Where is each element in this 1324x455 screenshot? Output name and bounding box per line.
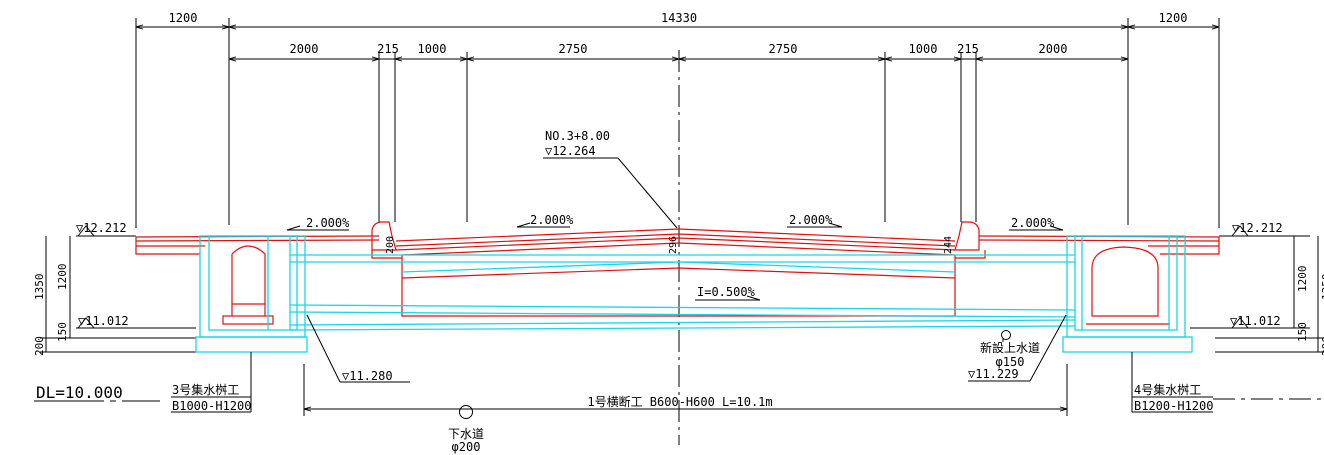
vdim-right-slab: 150 [1296,322,1309,342]
dim-overall: 14330 [661,11,697,25]
vdim-left-base: 200 [33,336,46,356]
vdim-left-slab: 150 [56,322,69,342]
vdim-left-total: 1350 [33,274,46,301]
vdim-left-height: 1200 [56,264,69,291]
thickness-left: 200 [385,236,396,254]
dim-seg-1: 2000 [290,42,319,56]
slope-right-carriageway: 2.000% [789,213,833,227]
basin-right-size: B1200-H1200 [1134,399,1213,413]
elev-waterline: ▽11.229 [968,367,1019,381]
thickness-center: 296 [668,236,679,254]
station-leader [543,157,678,229]
station-elevation: ▽12.264 [545,144,596,158]
culvert-label: 1号横断工 B600-H600 L=10.1m [587,394,772,409]
slope-left-sidewalk: 2.000% [306,216,350,230]
basin-left-name: 3号集水桝工 [172,382,239,397]
culvert-dimension [303,314,1068,416]
thickness-right: 244 [943,236,954,254]
dim-seg-2: 215 [377,42,399,56]
vdim-right-total: 1350 [1320,274,1324,301]
basin-left-size: B1000-H1200 [172,399,251,413]
datum-label: DL=10.000 [36,383,123,402]
dim-seg-3: 1000 [418,42,447,56]
dim-seg-5: 2750 [769,42,798,56]
basin-right-name: 4号集水桝工 [1134,382,1201,397]
dim-seg-8: 2000 [1039,42,1068,56]
vdim-right-height: 1200 [1296,266,1309,293]
top-dimension-lines [135,18,1220,228]
dim-seg-7: 215 [957,42,979,56]
vdim-right-base: 200 [1320,336,1324,356]
culvert-slope: I=0.500% [697,285,756,299]
dim-left-outer: 1200 [169,11,198,25]
slope-right-sidewalk: 2.000% [1011,216,1055,230]
sewer-name: 下水道 [448,427,484,441]
elev-right-top: ▽12.212 [1232,221,1283,235]
elev-left-bottom: ▽11.012 [78,314,129,328]
water-main-pipe [1001,330,1011,340]
water-main-name: 新設上水道 [980,340,1040,355]
elev-right-bottom: ▽11.012 [1230,314,1281,328]
elev-culvert-left: ▽11.280 [342,369,393,383]
slope-left-carriageway: 2.000% [530,213,574,227]
sewer-pipe [459,405,473,419]
drainage-structures [195,235,1193,353]
dim-right-outer: 1200 [1159,11,1188,25]
dim-seg-6: 1000 [909,42,938,56]
dim-seg-4: 2750 [559,42,588,56]
station-label: NO.3+8.00 [545,129,610,143]
water-main-size: φ150 [996,355,1025,369]
right-elevation-lines [1190,225,1324,353]
basin-leaders [34,352,1324,413]
left-elevation-lines [40,225,196,353]
sewer-size: φ200 [452,440,481,454]
slope-arrows [286,222,1064,301]
elev-left-top: ▽12.212 [76,221,127,235]
